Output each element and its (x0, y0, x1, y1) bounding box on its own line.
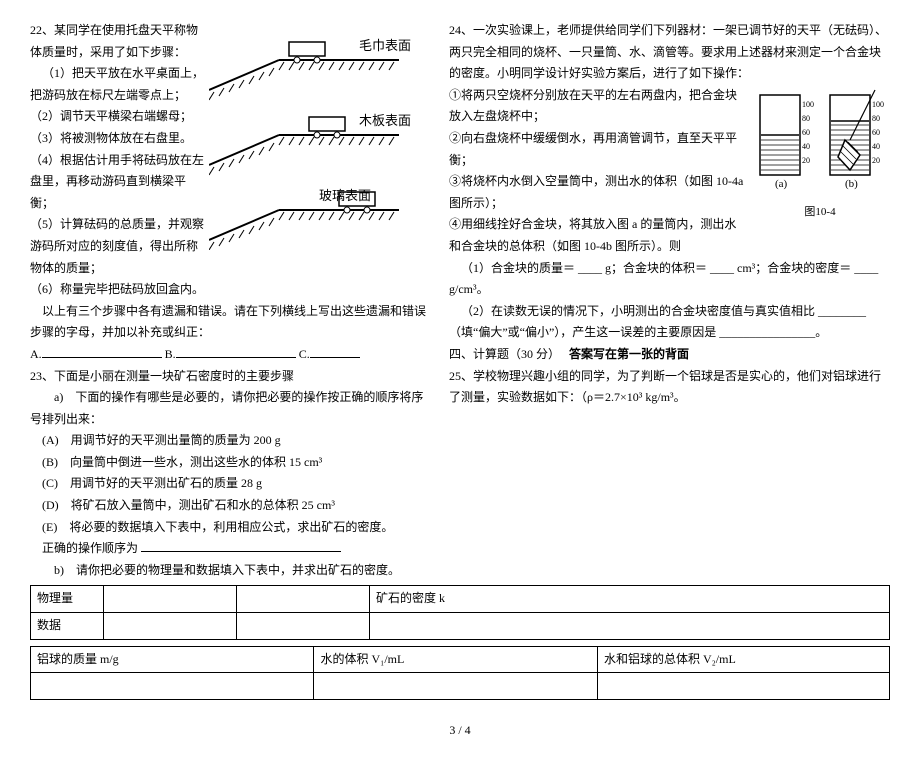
left-column: 毛巾表面 木 (30, 20, 429, 581)
surface-label-1: 毛巾表面 (359, 38, 411, 53)
q25-stem: 25、学校物理兴趣小组的同学，为了判断一个铝球是否是实心的，他们对铝球进行了测量… (449, 366, 890, 409)
q25-cell (31, 673, 314, 700)
section-4-title: 四、计算题（30 分） (449, 347, 560, 361)
q23-op-c: (C) 用调节好的天平测出矿石的质量 28 g (30, 473, 429, 495)
q25-th-mass: 铝球的质量 m/g (31, 646, 314, 673)
q23-table: 物理量 矿石的密度 k 数据 (30, 585, 890, 639)
q23-table-cell (104, 613, 237, 640)
sublabel-b: (b) (845, 178, 858, 190)
table-row: 物理量 矿石的密度 k (31, 586, 890, 613)
beaker-figure: 100 80 60 40 20 (750, 85, 890, 223)
svg-text:80: 80 (802, 114, 810, 123)
cylinder-a: 100 80 60 40 20 (760, 95, 814, 175)
svg-text:100: 100 (802, 100, 814, 109)
svg-text:20: 20 (802, 156, 810, 165)
q23-table-density-header: 矿石的密度 k (370, 586, 890, 613)
q24-stem: 24、一次实验课上，老师提供给同学们下列器材：一架已调节好的天平（无砝码）、两只… (449, 20, 890, 85)
q24-q1: （1）合金块的质量＝ ____ g；合金块的体积＝ ____ cm³；合金块的密… (449, 258, 890, 301)
page: 毛巾表面 木 (30, 20, 890, 741)
two-column-layout: 毛巾表面 木 (30, 20, 890, 581)
q23-order-label: 正确的操作顺序为 (42, 541, 138, 555)
q23-table-cell (237, 613, 370, 640)
q23-op-b: (B) 向量筒中倒进一些水，测出这些水的体积 15 cm³ (30, 452, 429, 474)
friction-slope-figure: 毛巾表面 木 (209, 20, 429, 258)
q22-step-6: （6）称量完毕把砝码放回盒内。 (30, 279, 429, 301)
svg-text:20: 20 (872, 156, 880, 165)
q23-order: 正确的操作顺序为 (30, 538, 429, 560)
blank-c (310, 345, 360, 358)
surface-label-3: 玻璃表面 (319, 188, 371, 203)
blank-label-c: C. (299, 347, 310, 361)
q25-cell (597, 673, 889, 700)
q25-th-v2: 水和铝球的总体积 V₂/mL (597, 646, 889, 673)
blank-a (42, 345, 162, 358)
svg-text:40: 40 (872, 142, 880, 151)
q23-table-cell (237, 586, 370, 613)
q22-tail: 以上有三个步骤中各有遗漏和错误。请在下列横线上写出这些遗漏和错误步骤的字母，并加… (30, 301, 429, 344)
svg-text:60: 60 (872, 128, 880, 137)
q24-q2: （2）在读数无误的情况下，小明测出的合金块密度值与真实值相比 ________（… (449, 301, 890, 344)
right-column: 24、一次实验课上，老师提供给同学们下列器材：一架已调节好的天平（无砝码）、两只… (449, 20, 890, 581)
surface-label-2: 木板表面 (359, 113, 411, 128)
blank-b (176, 345, 296, 358)
svg-text:100: 100 (872, 100, 884, 109)
svg-text:60: 60 (802, 128, 810, 137)
q23-table-row2-label: 数据 (31, 613, 104, 640)
svg-text:80: 80 (872, 114, 880, 123)
page-number: 3 / 4 (30, 720, 890, 742)
section-4-note: 答案写在第一张的背面 (569, 347, 689, 361)
q22-blanks: A. B. C. (30, 344, 429, 366)
q23-op-a: (A) 用调节好的天平测出量筒的质量为 200 g (30, 430, 429, 452)
q23-a-label: a) 下面的操作有哪些是必要的，请你把必要的操作按正确的顺序将序号排列出来： (30, 387, 429, 430)
blank-label-b: B. (165, 347, 176, 361)
cylinder-b: 100 80 60 40 20 (830, 90, 884, 175)
fig-10-4-caption: 图10-4 (750, 203, 890, 223)
q23-op-d: (D) 将矿石放入量筒中，测出矿石和水的总体积 25 cm³ (30, 495, 429, 517)
q23-op-e: (E) 将必要的数据填入下表中，利用相应公式，求出矿石的密度。 (30, 517, 429, 539)
q25-cell (314, 673, 597, 700)
q25-table: 铝球的质量 m/g 水的体积 V₁/mL 水和铝球的总体积 V₂/mL (30, 646, 890, 700)
table-row: 数据 (31, 613, 890, 640)
q23-table-row1-label: 物理量 (31, 586, 104, 613)
blank-label-a: A. (30, 347, 42, 361)
table-row: 铝球的质量 m/g 水的体积 V₁/mL 水和铝球的总体积 V₂/mL (31, 646, 890, 673)
q23-table-cell (104, 586, 237, 613)
table-row (31, 673, 890, 700)
svg-text:40: 40 (802, 142, 810, 151)
section-4-heading: 四、计算题（30 分） 答案写在第一张的背面 (449, 344, 890, 366)
q23-stem: 23、下面是小丽在测量一块矿石密度时的主要步骤 (30, 366, 429, 388)
q23-table-cell (370, 613, 890, 640)
q23-b-label: b) 请你把必要的物理量和数据填入下表中，并求出矿石的密度。 (30, 560, 429, 582)
sublabel-a: (a) (775, 178, 788, 190)
q23-order-blank (141, 539, 341, 552)
q25-th-v1: 水的体积 V₁/mL (314, 646, 597, 673)
